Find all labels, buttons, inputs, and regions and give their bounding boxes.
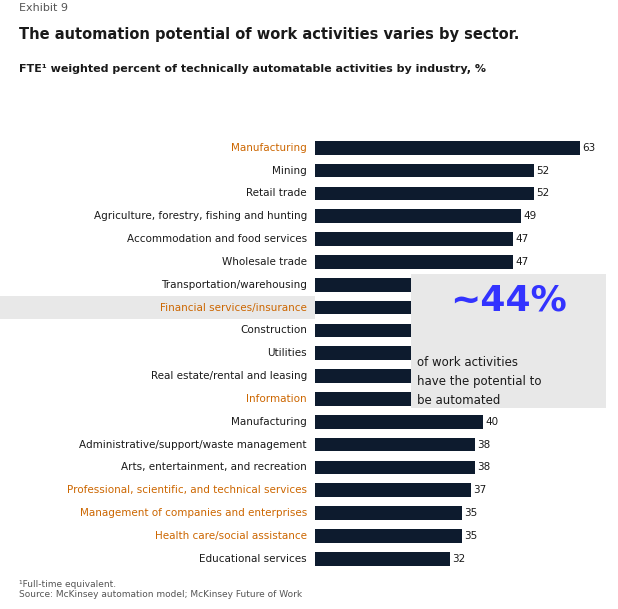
Bar (315, 141, 580, 155)
Text: Exhibit 9: Exhibit 9 (19, 3, 67, 13)
Bar (315, 186, 534, 200)
Text: 47: 47 (515, 280, 528, 290)
Text: 35: 35 (465, 508, 478, 518)
Text: Manufacturing: Manufacturing (231, 143, 307, 153)
Bar (315, 301, 501, 314)
Bar (315, 460, 475, 474)
Text: 44: 44 (502, 303, 515, 312)
Text: Educational services: Educational services (199, 554, 307, 564)
Bar (315, 506, 462, 520)
Text: 37: 37 (473, 485, 486, 495)
Text: Accommodation and food services: Accommodation and food services (127, 234, 307, 244)
Text: 52: 52 (536, 188, 549, 199)
Text: Utilities: Utilities (267, 348, 307, 358)
Text: Retail trade: Retail trade (246, 188, 307, 199)
Bar (315, 232, 513, 246)
Text: The automation potential of work activities varies by sector.: The automation potential of work activit… (19, 27, 519, 43)
Bar (315, 415, 483, 429)
Text: Manufacturing: Manufacturing (231, 417, 307, 427)
Text: Construction: Construction (240, 325, 307, 336)
Text: Professional, scientific, and technical services: Professional, scientific, and technical … (67, 485, 307, 495)
Text: ~44%: ~44% (450, 283, 567, 317)
Text: 32: 32 (452, 554, 465, 564)
Text: Health care/social assistance: Health care/social assistance (155, 531, 307, 541)
Text: 41: 41 (490, 394, 503, 404)
Text: FTE¹ weighted percent of technically automatable activities by industry, %: FTE¹ weighted percent of technically aut… (19, 64, 486, 74)
Bar (0, 296, 315, 319)
Text: Information: Information (246, 394, 307, 404)
Text: ¹Full-time equivalent.: ¹Full-time equivalent. (19, 580, 116, 589)
Bar (315, 347, 496, 360)
Bar (315, 255, 513, 269)
Text: 38: 38 (477, 462, 491, 473)
Text: 49: 49 (523, 211, 536, 221)
Text: 35: 35 (465, 531, 478, 541)
Bar (315, 484, 471, 497)
Text: 52: 52 (536, 166, 549, 175)
Text: 47: 47 (515, 234, 528, 244)
Text: 43: 43 (498, 325, 512, 336)
Text: Management of companies and enterprises: Management of companies and enterprises (80, 508, 307, 518)
Text: Wholesale trade: Wholesale trade (222, 257, 307, 267)
Bar (315, 369, 492, 383)
Text: 38: 38 (477, 440, 491, 449)
Text: 43: 43 (498, 348, 512, 358)
Text: 40: 40 (486, 417, 499, 427)
Text: Administrative/support/waste management: Administrative/support/waste management (79, 440, 307, 449)
Text: 47: 47 (515, 257, 528, 267)
Text: Financial services/insurance: Financial services/insurance (160, 303, 307, 312)
Text: Source: McKinsey automation model; McKinsey Future of Work: Source: McKinsey automation model; McKin… (19, 590, 302, 599)
Text: 42: 42 (494, 371, 507, 381)
Bar (315, 209, 522, 223)
Bar (315, 392, 488, 406)
Text: 63: 63 (582, 143, 596, 153)
Text: Arts, entertainment, and recreation: Arts, entertainment, and recreation (121, 462, 307, 473)
Bar (315, 552, 450, 566)
Text: Transportation/warehousing: Transportation/warehousing (161, 280, 307, 290)
Text: Real estate/rental and leasing: Real estate/rental and leasing (151, 371, 307, 381)
Text: of work activities
have the potential to
be automated: of work activities have the potential to… (417, 356, 541, 407)
Bar (315, 164, 534, 177)
Bar (315, 278, 513, 292)
Bar (315, 323, 496, 337)
Text: Mining: Mining (272, 166, 307, 175)
Bar (315, 438, 475, 451)
Text: Agriculture, forestry, fishing and hunting: Agriculture, forestry, fishing and hunti… (94, 211, 307, 221)
Bar (315, 529, 462, 543)
